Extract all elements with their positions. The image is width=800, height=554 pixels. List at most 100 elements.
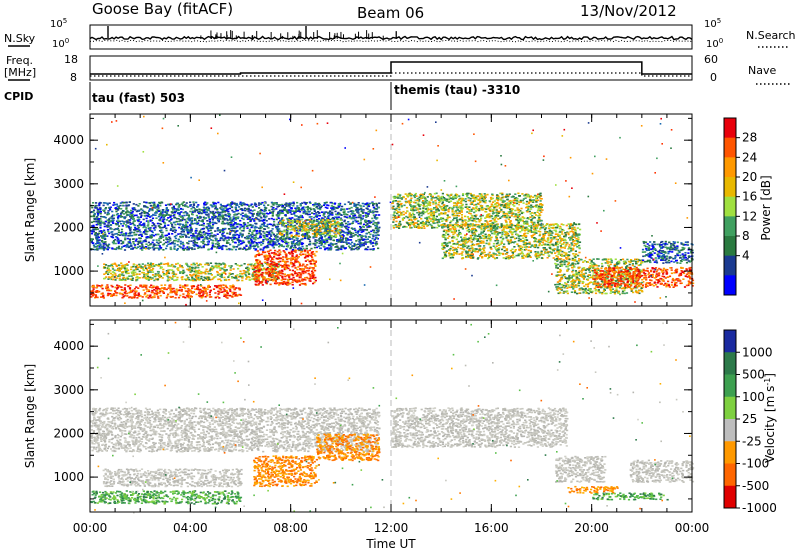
heatmap-cell (364, 212, 367, 214)
heatmap-cell (246, 222, 250, 224)
heatmap-cell (156, 203, 159, 206)
heatmap-cell (135, 290, 138, 292)
heatmap-cell (241, 233, 244, 236)
heatmap-cell (120, 242, 123, 245)
heatmap-cell (153, 247, 156, 250)
heatmap-cell (107, 222, 110, 224)
heatmap-cell (189, 210, 192, 213)
heatmap-cell (123, 249, 127, 251)
heatmap-cell (194, 219, 197, 221)
heatmap-cell (285, 257, 288, 260)
heatmap-cell (163, 225, 167, 227)
heatmap-cell (236, 226, 239, 228)
heatmap-cell (289, 253, 292, 255)
heatmap-cell (234, 208, 238, 211)
heatmap-cell (217, 290, 220, 293)
heatmap-cell (327, 238, 330, 240)
heatmap-cell (222, 231, 225, 233)
heatmap-cell (216, 245, 219, 248)
freq-frame (89, 55, 693, 81)
heatmap-cell (282, 256, 285, 258)
heatmap-cell (365, 212, 369, 214)
heatmap-cell (291, 241, 294, 244)
heatmap-cell (218, 273, 221, 275)
heatmap-cell (214, 230, 217, 232)
heatmap-cell (142, 272, 145, 274)
heatmap-cell (202, 239, 205, 241)
heatmap-cell (251, 218, 254, 220)
heatmap-cell (319, 208, 322, 211)
heatmap-cell (331, 243, 334, 245)
heatmap-cell (120, 267, 123, 269)
heatmap-cell (336, 239, 339, 241)
heatmap-cell (135, 286, 138, 288)
heatmap-cell (176, 268, 179, 270)
heatmap-cell (247, 263, 250, 266)
heatmap-cell (214, 234, 217, 237)
nsearch-label: N.Search (746, 29, 796, 42)
heatmap-cell (234, 217, 237, 219)
heatmap-cell (122, 221, 125, 223)
heatmap-cell (283, 268, 286, 271)
heatmap-cell (255, 242, 258, 244)
heatmap-cell (220, 291, 223, 293)
heatmap-cell (356, 206, 359, 209)
heatmap-cell (249, 263, 253, 266)
heatmap-cell (216, 241, 219, 243)
heatmap-cell (153, 296, 156, 298)
heatmap-cell (262, 268, 265, 271)
heatmap-cell (220, 276, 223, 279)
heatmap-cell (96, 284, 99, 287)
heatmap-cell (198, 292, 201, 294)
heatmap-cell (262, 251, 265, 254)
heatmap-cell (157, 242, 160, 245)
heatmap-cell (141, 245, 144, 247)
heatmap-cell (312, 221, 315, 223)
heatmap-cell (92, 211, 95, 213)
heatmap-cell (151, 222, 154, 224)
heatmap-cell (317, 202, 321, 205)
heatmap-cell (225, 245, 228, 248)
heatmap-cell (275, 218, 278, 221)
heatmap-cell (269, 212, 272, 214)
heatmap-cell (304, 279, 307, 281)
heatmap-cell (356, 211, 359, 213)
heatmap-cell (350, 234, 353, 236)
heatmap-cell (135, 228, 138, 230)
heatmap-cell (188, 231, 191, 233)
heatmap-cell (296, 237, 299, 240)
heatmap-cell (239, 226, 242, 228)
heatmap-cell (169, 237, 172, 240)
heatmap-cell (192, 263, 195, 266)
heatmap-cell (180, 233, 183, 236)
heatmap-cell (194, 238, 197, 240)
heatmap-cell (103, 273, 106, 275)
heatmap-cell (245, 237, 248, 240)
heatmap-cell (117, 242, 120, 245)
heatmap-cell (179, 286, 182, 289)
heatmap-cell (289, 228, 292, 231)
heatmap-cell (91, 230, 94, 233)
heatmap-cell (131, 290, 134, 293)
heatmap-cell (268, 209, 271, 212)
heatmap-cell (211, 246, 214, 249)
heatmap-cell (335, 213, 338, 216)
heatmap-cell (271, 215, 274, 217)
heatmap-cell (255, 273, 258, 275)
heatmap-cell (171, 233, 174, 235)
heatmap-cell (107, 219, 110, 222)
heatmap-cell (218, 211, 222, 214)
heatmap-cell (285, 240, 288, 243)
heatmap-cell (211, 265, 214, 267)
heatmap-cell (246, 235, 249, 238)
heatmap-cell (274, 202, 277, 204)
heatmap-cell (310, 208, 313, 211)
heatmap-cell (311, 256, 314, 259)
heatmap-cell (127, 232, 130, 235)
heatmap-cell (130, 215, 133, 218)
heatmap-cell (137, 287, 140, 289)
heatmap-cell (216, 211, 219, 214)
heatmap-cell (222, 214, 225, 217)
heatmap-cell (214, 285, 217, 287)
heatmap-cell (318, 233, 322, 236)
